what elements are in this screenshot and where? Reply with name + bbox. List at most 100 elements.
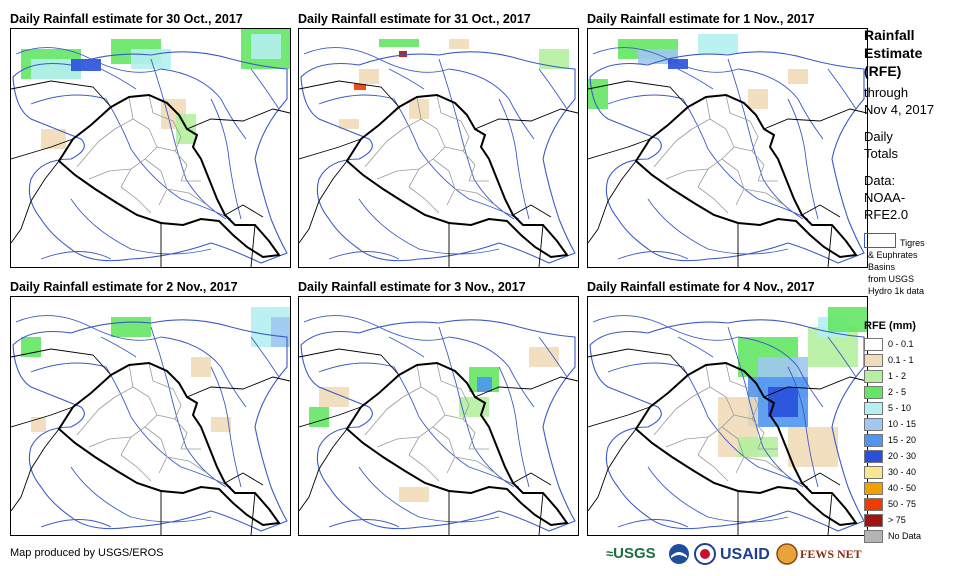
rain-patch xyxy=(359,69,379,84)
river-network xyxy=(303,315,568,528)
rain-patch xyxy=(588,79,608,109)
panel-title: Daily Rainfall estimate for 4 Nov., 2017 xyxy=(587,280,815,294)
iraq-boundary xyxy=(57,361,281,527)
rfe-swatch xyxy=(864,482,883,495)
sidebar-totals: Daily Totals xyxy=(864,129,898,161)
rain-patch xyxy=(788,427,838,467)
rain-patch xyxy=(251,34,281,59)
usgs-logo: ≈USGS xyxy=(606,545,656,562)
basin-outline xyxy=(300,51,576,264)
rain-patch xyxy=(271,317,290,347)
rfe-label: > 75 xyxy=(888,515,906,525)
basin-swatch xyxy=(864,233,896,248)
river-network xyxy=(592,47,857,260)
rain-patch xyxy=(788,69,808,84)
rain-patch xyxy=(399,487,429,502)
rfe-label: 15 - 20 xyxy=(888,435,917,445)
rfe-swatch xyxy=(864,386,883,399)
iraq-boundary xyxy=(345,93,569,259)
rainfall-map xyxy=(10,296,291,536)
panel-title: Daily Rainfall estimate for 30 Oct., 201… xyxy=(10,12,243,26)
rfe-label: 5 - 10 xyxy=(888,403,912,413)
rfe-label: 10 - 15 xyxy=(888,419,917,429)
province-boundaries xyxy=(653,362,785,482)
rainfall-map xyxy=(298,28,579,268)
noaa-emblem xyxy=(669,544,689,564)
rain-patch xyxy=(379,39,419,47)
rain-patch xyxy=(31,417,46,432)
rain-patch xyxy=(748,89,768,109)
rfe-swatch xyxy=(864,354,883,367)
rain-patch xyxy=(211,417,231,432)
rain-patch xyxy=(191,357,211,377)
sidebar-title: Rainfall Estimate (RFE) xyxy=(864,27,923,79)
rfe-swatch xyxy=(864,450,883,463)
usaid-logo: USAID xyxy=(720,546,770,563)
rfe-swatch xyxy=(864,466,883,479)
map-credit: Map produced by USGS/EROS xyxy=(10,547,164,559)
rfe-label: 40 - 50 xyxy=(888,483,917,493)
rainfall-map xyxy=(298,296,579,536)
rain-patch xyxy=(319,387,349,407)
rainfall-map xyxy=(587,28,868,268)
rfe-swatch xyxy=(864,402,883,415)
rfe-swatch xyxy=(864,514,883,527)
usaid-seal xyxy=(694,543,716,570)
rfe-label: 0.1 - 1 xyxy=(888,355,914,365)
river-network xyxy=(303,47,568,260)
iraq-boundary xyxy=(57,93,281,259)
rfe-swatch xyxy=(864,418,883,431)
rfe-label: 30 - 40 xyxy=(888,467,917,477)
panel-title: Daily Rainfall estimate for 1 Nov., 2017 xyxy=(587,12,815,26)
province-boundaries xyxy=(364,94,496,214)
rain-patch xyxy=(449,39,469,49)
basin-outline xyxy=(589,319,865,532)
rfe-label: 50 - 75 xyxy=(888,499,917,509)
province-boundaries xyxy=(76,362,208,482)
rain-patch xyxy=(111,317,151,337)
rfe-label: 20 - 30 xyxy=(888,451,917,461)
rain-patch xyxy=(828,307,867,332)
country-boundaries xyxy=(299,80,578,267)
rainfall-map xyxy=(587,296,868,536)
rain-patch xyxy=(399,51,407,57)
rain-patch xyxy=(698,34,738,54)
rfe-swatch xyxy=(864,530,883,543)
province-boundaries xyxy=(653,94,785,214)
province-boundaries xyxy=(76,94,208,214)
rain-patch xyxy=(539,49,569,69)
river-network xyxy=(592,315,857,528)
basin-outline xyxy=(300,319,576,532)
fews-net-logo: FEWS NET xyxy=(800,547,862,561)
rain-patch xyxy=(477,377,492,392)
rain-patch xyxy=(339,119,359,129)
basin-outline xyxy=(589,51,865,264)
basin-outline xyxy=(12,51,288,264)
country-boundaries xyxy=(299,348,578,535)
panel-title: Daily Rainfall estimate for 31 Oct., 201… xyxy=(298,12,531,26)
rfe-label: 0 - 0.1 xyxy=(888,339,914,349)
basin-outline xyxy=(12,319,288,532)
rfe-swatch xyxy=(864,434,883,447)
country-boundaries xyxy=(588,80,867,267)
rfe-legend-title: RFE (mm) xyxy=(864,320,916,332)
rain-patch xyxy=(529,347,559,367)
rainfall-map xyxy=(10,28,291,268)
country-boundaries xyxy=(11,348,290,535)
iraq-boundary xyxy=(634,93,858,259)
rain-patch xyxy=(738,437,778,457)
iraq-boundary xyxy=(345,361,569,527)
rfe-swatch xyxy=(864,338,883,351)
panel-title: Daily Rainfall estimate for 3 Nov., 2017 xyxy=(298,280,526,294)
logo-strip: ≈USGS USAID FEWS NET xyxy=(606,542,862,570)
province-boundaries xyxy=(364,362,496,482)
sidebar-subtitle: through Nov 4, 2017 xyxy=(864,85,935,117)
sidebar-data-source: Data: NOAA- RFE2.0 xyxy=(864,173,909,222)
rfe-label: 2 - 5 xyxy=(888,387,907,397)
panel-title: Daily Rainfall estimate for 2 Nov., 2017 xyxy=(10,280,238,294)
rfe-swatch xyxy=(864,370,883,383)
rain-patch xyxy=(309,407,329,427)
iraq-boundary xyxy=(634,361,858,527)
rfe-label: 1 - 2 xyxy=(888,371,907,381)
rain-patch xyxy=(354,84,366,90)
